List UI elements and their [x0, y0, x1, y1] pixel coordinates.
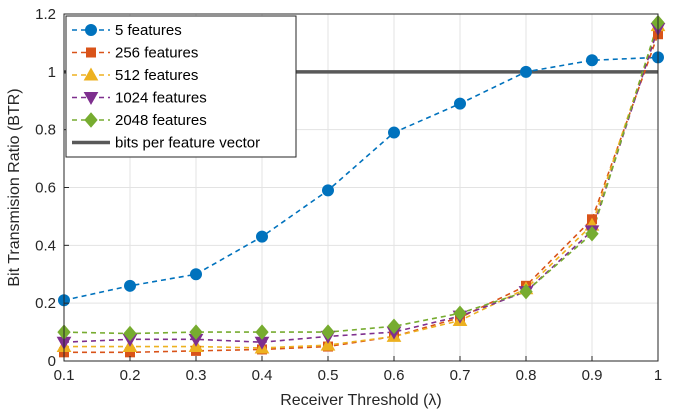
legend-marker — [84, 112, 98, 128]
data-point — [321, 324, 335, 340]
legend: 5 features 256 features 512 features 1024 f… — [65, 15, 297, 158]
data-point — [322, 184, 334, 197]
legend-entry: 2048 features — [115, 112, 207, 129]
data-point — [585, 225, 599, 242]
data-point — [519, 283, 533, 300]
legend-entry: 5 features — [115, 22, 182, 39]
x-tick-label: 0.4 — [252, 367, 273, 384]
x-tick-label: 0.3 — [186, 367, 207, 384]
series-line-0 — [63, 56, 659, 302]
data-point — [255, 324, 269, 340]
data-point — [320, 337, 336, 351]
y-tick-label: 1.2 — [35, 6, 56, 23]
data-point — [190, 268, 202, 281]
data-point — [124, 279, 136, 292]
legend-entry: bits per feature vector — [115, 135, 260, 152]
series-lines — [63, 22, 659, 354]
legend-entry: 256 features — [115, 45, 198, 62]
data-point — [387, 318, 401, 335]
x-tick-label: 0.7 — [450, 367, 471, 384]
legend-marker — [83, 67, 99, 81]
data-point — [586, 54, 598, 67]
y-tick-label: 1 — [48, 64, 56, 81]
x-tick-label: 0.6 — [384, 367, 405, 384]
data-point — [189, 324, 203, 340]
y-tick-label: 0.4 — [35, 237, 56, 254]
series-line-2 — [64, 25, 659, 349]
data-point — [256, 230, 268, 243]
series-markers — [56, 14, 666, 358]
data-point — [520, 65, 532, 78]
x-tick-label: 0.8 — [516, 367, 537, 384]
data-point — [388, 126, 400, 139]
x-tick-label: 0.5 — [318, 367, 339, 384]
data-point — [454, 97, 466, 110]
y-tick-label: 0.6 — [35, 180, 56, 197]
data-point — [453, 305, 467, 322]
legend-entry: 512 features — [115, 67, 198, 84]
y-axis-ticks: 0 0.2 0.4 0.6 0.8 1 1.2 — [35, 6, 69, 370]
data-point — [123, 325, 137, 342]
y-tick-label: 0.2 — [35, 295, 56, 312]
x-tick-label: 0.2 — [120, 367, 141, 384]
x-axis-ticks: 0.1 0.2 0.3 0.4 0.5 0.6 0.7 0.8 0.9 1 — [54, 356, 662, 384]
series-line-4 — [63, 22, 659, 335]
legend-marker — [83, 92, 99, 106]
series-line-3 — [63, 28, 659, 344]
x-tick-label: 0.9 — [582, 367, 603, 384]
y-tick-label: 0 — [48, 353, 56, 370]
legend-entry: 1024 features — [115, 90, 207, 107]
legend-marker — [86, 47, 96, 58]
legend-marker — [85, 24, 97, 36]
x-tick-label: 1 — [654, 367, 662, 384]
y-tick-label: 0.8 — [35, 122, 56, 139]
y-axis-label: Bit Transmision Ratio (BTR) — [6, 88, 23, 286]
x-axis-label: Receiver Threshold (λ) — [280, 392, 442, 409]
x-tick-label: 0.1 — [54, 367, 75, 384]
legend-box — [65, 15, 297, 158]
